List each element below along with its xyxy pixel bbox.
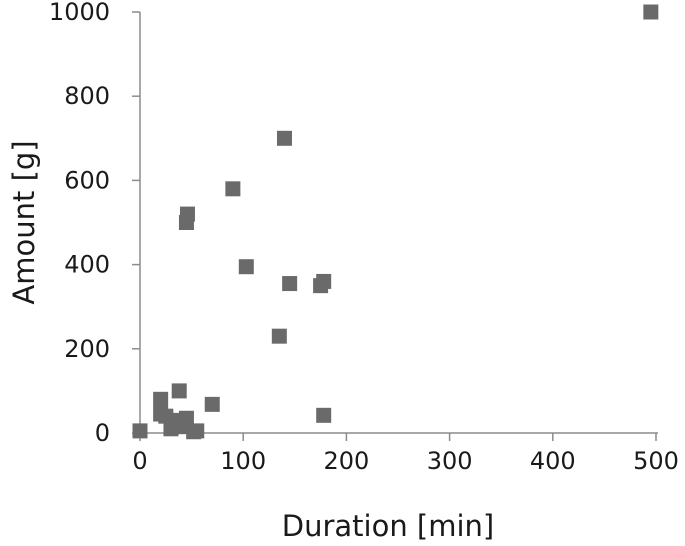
y-tick-label: 0 (95, 419, 110, 447)
data-point (189, 423, 205, 439)
x-tick-label: 500 (633, 447, 679, 475)
data-point (316, 273, 332, 289)
data-point (178, 410, 194, 426)
data-point (316, 407, 332, 423)
y-axis-title: Amount [g] (7, 140, 41, 304)
y-axis-ticks: 0 200 400 600 800 1000 (49, 0, 140, 447)
data-point (225, 181, 241, 197)
x-tick-label: 200 (323, 447, 369, 475)
y-tick-label: 800 (64, 82, 110, 110)
data-point (238, 259, 254, 275)
x-tick-label: 400 (530, 447, 576, 475)
data-points (132, 4, 659, 440)
x-axis-ticks: 0 100 200 300 400 500 (132, 433, 679, 475)
x-tick-label: 300 (427, 447, 473, 475)
data-point (179, 206, 195, 222)
x-axis-title: Duration [min] (282, 509, 495, 543)
x-tick-label: 0 (132, 447, 147, 475)
data-point (153, 391, 169, 407)
y-tick-label: 400 (64, 251, 110, 279)
x-tick-label: 100 (220, 447, 266, 475)
y-tick-label: 200 (64, 335, 110, 363)
y-tick-label: 600 (64, 166, 110, 194)
data-point (171, 383, 187, 399)
y-tick-label: 1000 (49, 0, 110, 26)
data-point (282, 276, 298, 292)
data-point (132, 423, 148, 439)
data-point (204, 396, 220, 412)
data-point (271, 328, 287, 344)
data-point (643, 4, 659, 20)
data-point (276, 130, 292, 146)
